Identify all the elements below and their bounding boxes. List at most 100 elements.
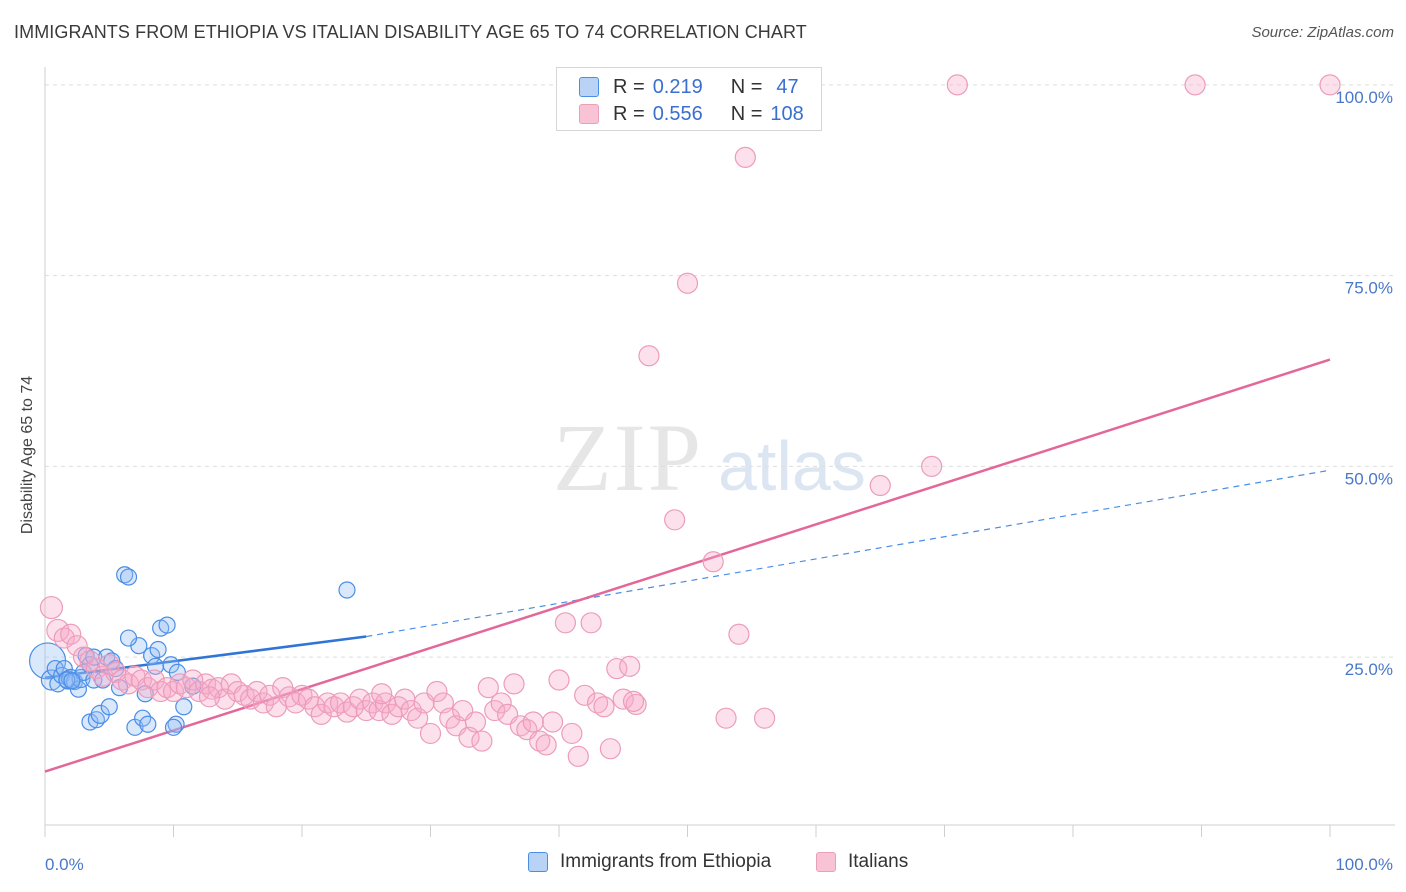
ethiopia-point bbox=[143, 647, 161, 665]
italians-point bbox=[60, 623, 82, 645]
legend-label: Immigrants from Ethiopia bbox=[560, 851, 772, 872]
italians-point bbox=[622, 690, 645, 712]
italians-point bbox=[734, 146, 756, 168]
italians-point bbox=[39, 595, 64, 620]
italians-point bbox=[946, 74, 968, 96]
italians-point bbox=[664, 509, 686, 531]
italians-point bbox=[593, 696, 615, 718]
italians-point bbox=[259, 684, 281, 706]
italians-point bbox=[371, 683, 393, 705]
italians-point bbox=[310, 703, 332, 725]
italians-trend-line bbox=[44, 358, 1331, 773]
ethiopia-point bbox=[119, 568, 138, 586]
blue-swatch-icon bbox=[528, 852, 548, 872]
italians-point bbox=[464, 711, 487, 733]
legend-item-italians: Italians bbox=[816, 851, 908, 873]
n-label: N = bbox=[730, 102, 763, 125]
italians-point bbox=[606, 657, 628, 680]
italians-point bbox=[471, 730, 493, 752]
legend-row-ethiopia: R = 0.219 N = 47 bbox=[579, 75, 799, 99]
chart-title: IMMIGRANTS FROM ETHIOPIA VS ITALIAN DISA… bbox=[14, 22, 807, 42]
italians-point bbox=[169, 673, 191, 695]
italians-point bbox=[554, 612, 577, 634]
ethiopia-point bbox=[167, 715, 185, 733]
italians-point bbox=[233, 684, 255, 706]
r-value: 0.556 bbox=[652, 102, 703, 125]
source-label: Source: ZipAtlas.com bbox=[1251, 24, 1394, 41]
italians-point bbox=[676, 272, 699, 294]
r-label: R = bbox=[613, 102, 645, 125]
italians-point bbox=[541, 711, 564, 733]
italians-point bbox=[599, 738, 622, 760]
italians-point bbox=[921, 455, 943, 477]
r-label: R = bbox=[613, 75, 645, 98]
italians-point bbox=[490, 692, 512, 714]
italians-point bbox=[198, 686, 221, 708]
italians-point bbox=[349, 688, 371, 710]
italians-point bbox=[586, 692, 609, 714]
ethiopia-point bbox=[338, 581, 356, 599]
ethiopia-point bbox=[175, 698, 193, 716]
legend-item-ethiopia: Immigrants from Ethiopia bbox=[528, 851, 771, 873]
gridlines bbox=[45, 84, 1395, 658]
italians-point bbox=[638, 345, 660, 367]
italians-point bbox=[625, 693, 647, 716]
correlation-legend: R = 0.219 N = 47 R = 0.556 N = 108 bbox=[556, 67, 822, 131]
italians-point bbox=[1184, 74, 1206, 96]
legend-label: Italians bbox=[848, 851, 909, 872]
series-legend: Immigrants from Ethiopia Italians bbox=[0, 851, 1406, 877]
watermark: ZIP atlas bbox=[553, 404, 866, 511]
italians-point bbox=[426, 680, 448, 703]
ethiopia-trend-extension bbox=[366, 469, 1331, 638]
blue-swatch-icon bbox=[579, 77, 599, 97]
italians-point bbox=[753, 707, 776, 729]
pink-swatch-icon bbox=[816, 852, 836, 872]
italians-point bbox=[150, 680, 172, 703]
italians-point bbox=[182, 669, 204, 691]
ethiopia-point bbox=[119, 629, 138, 647]
italians-point bbox=[246, 680, 268, 703]
italians-point bbox=[227, 680, 249, 703]
ethiopia-point bbox=[149, 640, 167, 659]
italians-point bbox=[561, 722, 583, 745]
x-tick-labels: 0.0% 100.0% bbox=[45, 855, 1393, 874]
italians-point bbox=[702, 551, 724, 573]
ethiopia-point bbox=[158, 616, 176, 634]
italians-point bbox=[548, 669, 570, 691]
n-label: N = bbox=[730, 75, 763, 98]
italians-point bbox=[728, 623, 750, 645]
ethiopia-trend-line bbox=[44, 635, 367, 679]
italians-point bbox=[143, 669, 165, 691]
r-value: 0.219 bbox=[652, 75, 703, 98]
italians-point bbox=[66, 635, 88, 657]
italians-point bbox=[715, 707, 737, 729]
italians-point bbox=[535, 734, 557, 756]
x-tick-label: 0.0% bbox=[45, 855, 84, 874]
axes bbox=[44, 67, 1395, 837]
italians-point bbox=[574, 684, 596, 706]
y-tick-label: 25.0% bbox=[1345, 660, 1393, 679]
italians-point bbox=[509, 715, 532, 737]
trend-lines bbox=[44, 358, 1331, 773]
legend-row-italians: R = 0.556 N = 108 bbox=[579, 102, 804, 126]
italians-point bbox=[53, 627, 75, 649]
italians-point bbox=[619, 655, 641, 677]
y-tick-labels: 25.0% 50.0% 75.0% 100.0% bbox=[1335, 88, 1393, 679]
n-value: 47 bbox=[776, 75, 799, 98]
watermark-zip: ZIP bbox=[553, 404, 703, 511]
italians-point bbox=[317, 692, 339, 714]
italians-point bbox=[869, 474, 891, 497]
y-tick-label: 50.0% bbox=[1345, 469, 1393, 488]
pink-swatch-icon bbox=[579, 104, 599, 124]
italians-point bbox=[419, 722, 442, 745]
ethiopia-point bbox=[63, 672, 81, 690]
italians-point bbox=[111, 669, 133, 691]
italians-point bbox=[529, 730, 551, 752]
n-value: 108 bbox=[770, 102, 804, 125]
ethiopia-point bbox=[100, 698, 118, 716]
y-tick-label: 75.0% bbox=[1345, 279, 1393, 298]
y-tick-label: 100.0% bbox=[1335, 88, 1393, 107]
italians-point bbox=[1319, 74, 1341, 96]
italians-point bbox=[503, 673, 525, 695]
